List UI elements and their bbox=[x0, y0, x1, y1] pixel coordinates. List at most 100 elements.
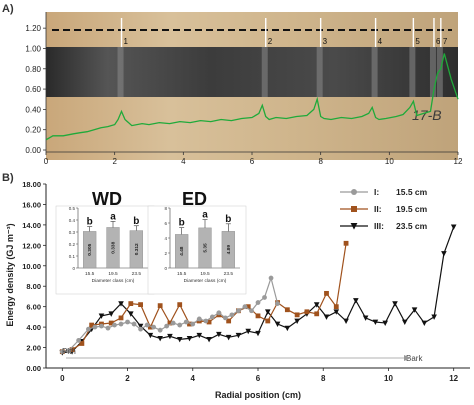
series-1-point bbox=[125, 319, 130, 325]
panel-a-y-tick-label: 1.00 bbox=[25, 44, 41, 53]
series-3-point bbox=[411, 307, 418, 313]
series-3-point bbox=[333, 309, 340, 315]
inset-y-tick-label: 0.3 bbox=[69, 230, 76, 235]
series-3-point bbox=[421, 320, 428, 327]
series-2-point bbox=[118, 315, 124, 321]
series-1-point bbox=[76, 338, 82, 343]
series-3-point bbox=[137, 323, 144, 330]
inset-y-tick-label: 6 bbox=[164, 221, 167, 226]
series-2-point bbox=[304, 309, 310, 315]
series-1-point bbox=[242, 304, 248, 310]
series-3-point bbox=[167, 333, 173, 340]
series-1-point bbox=[92, 324, 98, 330]
series-3-point bbox=[392, 301, 398, 307]
main-x-tick-label: 2 bbox=[125, 374, 130, 383]
main-y-tick-label: 18.00 bbox=[22, 180, 41, 189]
panel-a-y-tick-label: 1.20 bbox=[25, 24, 41, 33]
series-2-point bbox=[157, 303, 163, 309]
main-x-tick-label: 4 bbox=[191, 374, 196, 383]
inset-y-tick-label: 2 bbox=[164, 251, 167, 256]
series-1-point bbox=[216, 310, 222, 316]
inset-significance-letter: b bbox=[133, 216, 139, 227]
series-1-point bbox=[170, 320, 176, 326]
inset-value-label: 0.338 bbox=[111, 241, 117, 253]
series-1-point bbox=[105, 325, 111, 331]
inset-significance-letter: a bbox=[110, 211, 116, 222]
series-1-point bbox=[196, 316, 202, 322]
series-3-point bbox=[225, 334, 232, 341]
series-1-point bbox=[255, 300, 261, 305]
inset-category-label: 23.5 bbox=[224, 271, 234, 277]
series-2-point bbox=[343, 240, 349, 246]
series-3-point bbox=[216, 331, 222, 338]
series-3-point bbox=[323, 314, 330, 320]
density-profile-line bbox=[45, 53, 459, 141]
inset-category-label: 15.5 bbox=[85, 271, 95, 277]
panel-a-x-tick-label: 2 bbox=[112, 157, 117, 166]
inset-significance-letter: b bbox=[225, 214, 231, 225]
panel-b-label: B) bbox=[2, 172, 14, 184]
xray-growth-rings bbox=[117, 47, 443, 97]
series-2-point bbox=[226, 318, 232, 324]
legend-series-name: II: bbox=[374, 204, 382, 214]
inset-y-tick-label: 0.1 bbox=[69, 254, 76, 259]
inset-value-label: 0.312 bbox=[134, 243, 140, 255]
series-2-point bbox=[177, 302, 183, 308]
legend-marker bbox=[350, 223, 358, 230]
series-3-point bbox=[157, 335, 163, 342]
inset-value-label: 5.35 bbox=[203, 243, 209, 253]
main-y-tick-label: 4.00 bbox=[26, 323, 41, 332]
series-3-point bbox=[245, 328, 252, 335]
main-y-tick-label: 6.00 bbox=[26, 303, 41, 312]
main-y-tick-label: 16.00 bbox=[22, 200, 41, 209]
series-1-point bbox=[66, 348, 72, 354]
panel-a-x-tick-label: 4 bbox=[181, 157, 186, 166]
xray-ring-band bbox=[316, 47, 323, 97]
xray-ring-band bbox=[429, 47, 436, 97]
inset-y-tick-label: 8 bbox=[164, 206, 167, 211]
series-3-point bbox=[313, 302, 320, 308]
series-3-point bbox=[431, 314, 437, 320]
series-1-point bbox=[268, 275, 274, 281]
panel-a-x-tick-label: 10 bbox=[385, 157, 394, 166]
series-2-point bbox=[128, 301, 134, 306]
series-3-point bbox=[284, 325, 291, 332]
series-3 bbox=[59, 224, 457, 356]
series-3-point bbox=[353, 298, 359, 304]
inset-y-tick-label: 0.4 bbox=[69, 218, 76, 223]
series-1-point bbox=[118, 321, 124, 327]
series-3-point bbox=[382, 320, 388, 327]
panel-a-y-tick-label: 0.00 bbox=[25, 146, 41, 155]
series-2-point bbox=[108, 320, 114, 326]
panel-a-x-tick-label: 0 bbox=[44, 157, 49, 166]
legend-marker bbox=[351, 189, 357, 195]
series-2-point bbox=[138, 302, 143, 308]
inset-y-tick-label: 4 bbox=[164, 236, 167, 241]
legend-series-name: III: bbox=[374, 221, 384, 231]
series-3-point bbox=[274, 321, 281, 328]
ring-mark-label: 3 bbox=[323, 37, 328, 46]
series-3-point bbox=[401, 319, 408, 325]
legend: I: 15.5 cm II: 19.5 cm III: 23.5 cm bbox=[340, 187, 428, 231]
series-2-point bbox=[324, 290, 329, 296]
series-1-point bbox=[190, 321, 196, 327]
series-1-point bbox=[209, 314, 215, 320]
series-3-point bbox=[147, 332, 154, 339]
xray-ring-band bbox=[261, 47, 268, 97]
inset-value-label: 4.48 bbox=[179, 246, 185, 256]
series-3-point bbox=[128, 311, 134, 317]
legend-marker bbox=[351, 206, 357, 212]
series-3-point bbox=[450, 224, 457, 230]
series-1-point bbox=[164, 323, 170, 329]
series-3-point bbox=[186, 335, 193, 342]
panel-a-x-tick-label: 6 bbox=[250, 157, 255, 166]
series-2-point bbox=[284, 307, 290, 313]
series-3-point bbox=[372, 319, 379, 325]
panel-a-y-tick-label: 0.80 bbox=[25, 65, 41, 74]
series-2-point bbox=[314, 311, 320, 317]
pith-bark-arrowhead bbox=[404, 355, 411, 361]
series-1-point bbox=[177, 322, 183, 328]
inset-y-tick-label: 0 bbox=[164, 266, 167, 271]
series-3-point bbox=[206, 336, 212, 343]
